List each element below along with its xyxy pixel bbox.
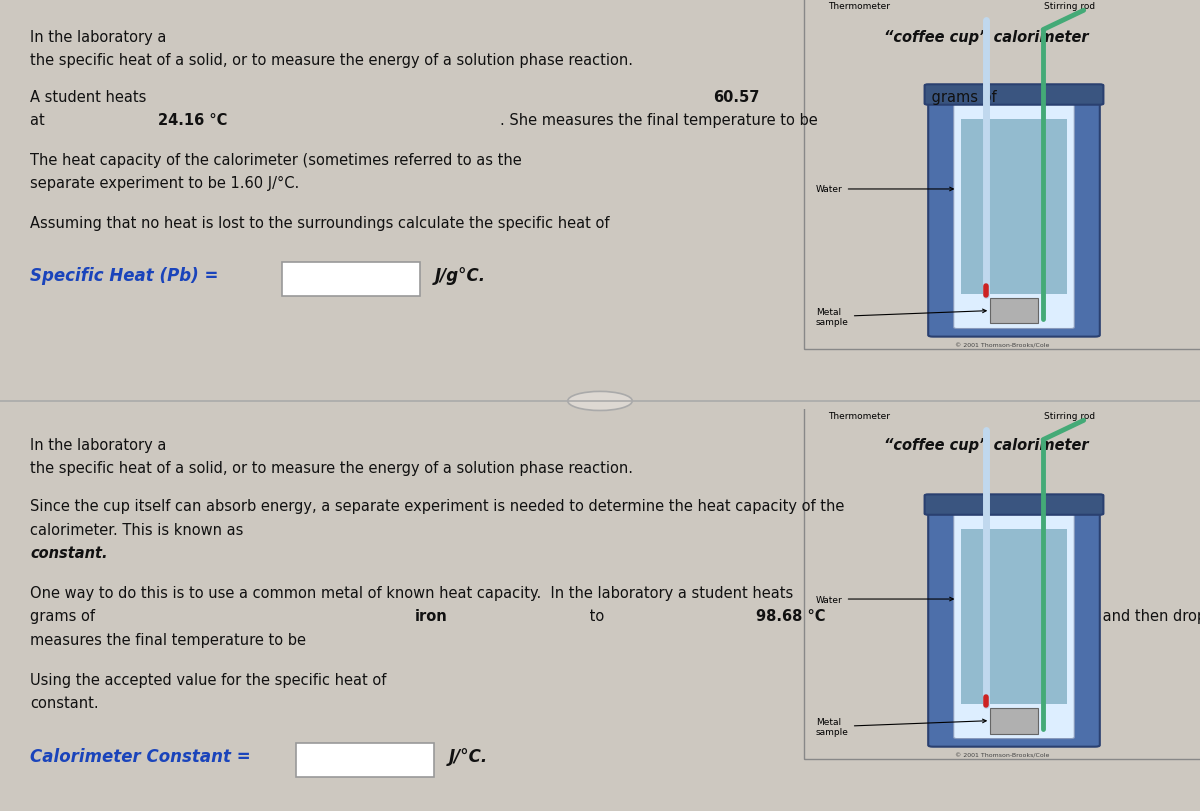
Text: Specific Heat (Pb) =: Specific Heat (Pb) = <box>30 267 218 285</box>
FancyBboxPatch shape <box>924 495 1104 515</box>
Text: The heat capacity of the calorimeter (sometimes referred to as the: The heat capacity of the calorimeter (so… <box>30 152 527 168</box>
Text: measures the final temperature to be: measures the final temperature to be <box>30 632 311 647</box>
Text: separate experiment to be 1.60 J/°C.: separate experiment to be 1.60 J/°C. <box>30 176 299 191</box>
Text: 98.68 °C: 98.68 °C <box>756 609 826 624</box>
Text: grams of: grams of <box>30 609 100 624</box>
Text: 60.57: 60.57 <box>714 90 760 105</box>
Text: A student heats: A student heats <box>30 90 151 105</box>
Text: the specific heat of a solid, or to measure the energy of a solution phase react: the specific heat of a solid, or to meas… <box>30 461 634 475</box>
Text: Thermometer: Thermometer <box>828 411 890 420</box>
Text: “coffee cup” calorimeter: “coffee cup” calorimeter <box>884 30 1088 45</box>
FancyBboxPatch shape <box>296 743 434 777</box>
Text: . She measures the final temperature to be: . She measures the final temperature to … <box>500 114 822 128</box>
Text: Using the accepted value for the specific heat of: Using the accepted value for the specifi… <box>30 672 391 687</box>
Text: constant.: constant. <box>30 695 98 710</box>
Bar <box>961 120 1067 294</box>
Text: and then drops it into a cup containing: and then drops it into a cup containing <box>1098 609 1200 624</box>
Text: One way to do this is to use a common metal of known heat capacity.  In the labo: One way to do this is to use a common me… <box>30 586 798 600</box>
Text: Stirring rod: Stirring rod <box>1044 411 1096 420</box>
Text: Metal
sample: Metal sample <box>816 717 986 736</box>
Text: Thermometer: Thermometer <box>828 2 890 11</box>
Text: Assuming that no heat is lost to the surroundings calculate the specific heat of: Assuming that no heat is lost to the sur… <box>30 216 614 231</box>
Circle shape <box>568 392 632 411</box>
Text: J/°C.: J/°C. <box>449 747 488 765</box>
Text: Since the cup itself can absorb energy, a separate experiment is needed to deter: Since the cup itself can absorb energy, … <box>30 499 845 513</box>
Bar <box>990 298 1038 324</box>
Text: calorimeter. This is known as: calorimeter. This is known as <box>30 522 248 537</box>
Text: to: to <box>586 609 610 624</box>
Text: the specific heat of a solid, or to measure the energy of a solution phase react: the specific heat of a solid, or to meas… <box>30 53 634 68</box>
Text: Water: Water <box>816 594 953 603</box>
Text: © 2001 Thomson-Brooks/Cole: © 2001 Thomson-Brooks/Cole <box>955 752 1049 757</box>
Text: Stirring rod: Stirring rod <box>1044 2 1096 11</box>
Text: 24.16 °C: 24.16 °C <box>158 114 228 128</box>
Text: iron: iron <box>414 609 448 624</box>
Text: at: at <box>30 114 49 128</box>
Text: Calorimeter Constant =: Calorimeter Constant = <box>30 747 251 765</box>
FancyBboxPatch shape <box>954 510 1074 739</box>
Text: Metal
sample: Metal sample <box>816 307 986 327</box>
Bar <box>990 708 1038 734</box>
Text: constant.: constant. <box>30 545 108 560</box>
Text: In the laboratory a: In the laboratory a <box>30 30 172 45</box>
Text: Water: Water <box>816 185 953 194</box>
Text: grams of: grams of <box>926 90 1001 105</box>
Bar <box>961 530 1067 704</box>
FancyBboxPatch shape <box>954 101 1074 329</box>
FancyBboxPatch shape <box>924 85 1104 105</box>
FancyBboxPatch shape <box>929 497 1099 747</box>
FancyBboxPatch shape <box>929 88 1099 337</box>
Text: J/g°C.: J/g°C. <box>434 267 486 285</box>
Text: © 2001 Thomson-Brooks/Cole: © 2001 Thomson-Brooks/Cole <box>955 342 1049 348</box>
Text: “coffee cup” calorimeter: “coffee cup” calorimeter <box>884 438 1088 453</box>
Text: In the laboratory a: In the laboratory a <box>30 438 172 453</box>
FancyBboxPatch shape <box>282 263 420 297</box>
